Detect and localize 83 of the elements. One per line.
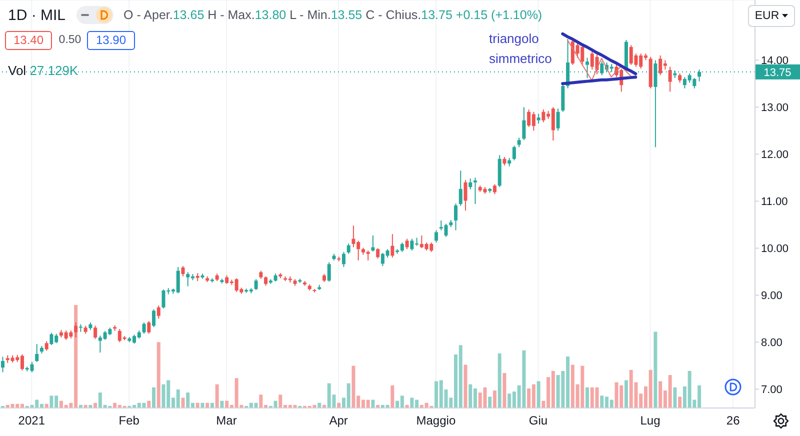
candlestick: [147, 320, 151, 334]
candlestick: [35, 344, 39, 362]
annotation: Vol 27.129K: [8, 63, 78, 78]
candlestick: [405, 238, 409, 250]
bar: [464, 364, 468, 408]
candlestick: [1, 356, 4, 373]
bar: [678, 396, 682, 408]
bar: [498, 353, 502, 408]
candlestick: [668, 66, 672, 92]
text: O - Aper.13.65 H - Max.13.80 L - Min.13.55 C - Chius.13.75 +0.15 (+1.10%): [124, 8, 542, 22]
annotation: 13.90: [96, 33, 126, 47]
bar: [152, 387, 156, 408]
ref-line-label: 13.75: [764, 66, 792, 79]
x-tick-label: Lug: [640, 414, 660, 428]
candlestick: [390, 234, 394, 258]
annotation: 13.40: [13, 33, 44, 47]
candlestick: [586, 57, 590, 79]
bar: [536, 381, 540, 408]
candlestick: [44, 340, 48, 352]
candlestick: [512, 145, 516, 161]
bar: [215, 384, 219, 408]
x-tick-label: Feb: [118, 414, 140, 428]
annotation: triangolo simmetrico: [489, 31, 552, 66]
candlestick: [346, 242, 350, 254]
bar: [390, 385, 394, 408]
line-series: [566, 39, 632, 81]
y-tick-label: 14.00: [761, 55, 789, 68]
price-button: 13.40: [5, 31, 52, 50]
bar: [654, 332, 658, 408]
candlestick: [678, 72, 682, 84]
y-tick-label: 9.00: [761, 290, 782, 302]
y-tick-label: 12.00: [761, 149, 789, 162]
candlestick: [536, 113, 540, 124]
candlestick: [327, 262, 331, 282]
y-tick-label: 10.00: [761, 243, 789, 256]
bar: [586, 387, 590, 408]
bar: [181, 398, 185, 408]
y-tick-label: 11.00: [761, 196, 788, 208]
candlestick: [458, 170, 462, 206]
bar: [156, 342, 160, 408]
bar: [673, 387, 677, 408]
bar: [488, 396, 492, 408]
annotation: 0.50: [58, 34, 82, 46]
price-button: 13.90: [87, 31, 135, 50]
y-tick-label: 7.00: [761, 384, 782, 396]
x-tick-label: 2021: [18, 414, 46, 428]
x-tick-label: Maggio: [416, 414, 456, 428]
candlestick: [142, 322, 146, 334]
x-tick-label: 26: [726, 414, 740, 428]
candlestick: [468, 178, 472, 190]
x-tick-label: Giu: [528, 414, 548, 428]
candlestick: [473, 177, 477, 204]
y-tick-label: 8.00: [761, 337, 782, 350]
candlestick: [152, 308, 156, 328]
bar: [371, 400, 375, 408]
candlestick: [492, 184, 496, 195]
bar: [147, 400, 151, 408]
x-tick-label: Apr: [329, 414, 348, 428]
dropdown-field: EUR: [748, 5, 795, 27]
annotation: EUR: [754, 10, 780, 22]
candlestick: [74, 322, 78, 338]
candlestick: [342, 251, 346, 268]
y-tick-label: 13.00: [761, 102, 789, 114]
candlestick: [264, 276, 268, 286]
x-tick-label: Mar: [216, 414, 237, 428]
text: 1D · MIL: [8, 6, 66, 24]
candlestick: [371, 234, 375, 252]
candlestick: [434, 230, 438, 244]
bar: [492, 390, 496, 408]
candlestick: [454, 203, 458, 231]
candlestick: [556, 108, 560, 132]
candlestick: [376, 248, 380, 260]
bar: [220, 400, 224, 408]
bar: [624, 380, 628, 408]
candlestick: [181, 266, 185, 277]
candlestick: [156, 305, 160, 320]
candlestick: [94, 325, 98, 340]
bar: [502, 372, 506, 408]
candlestick: [254, 278, 258, 291]
candlestick: [517, 137, 521, 148]
candlestick: [522, 106, 526, 141]
candlestick: [464, 180, 468, 212]
candlestick: [400, 242, 404, 252]
